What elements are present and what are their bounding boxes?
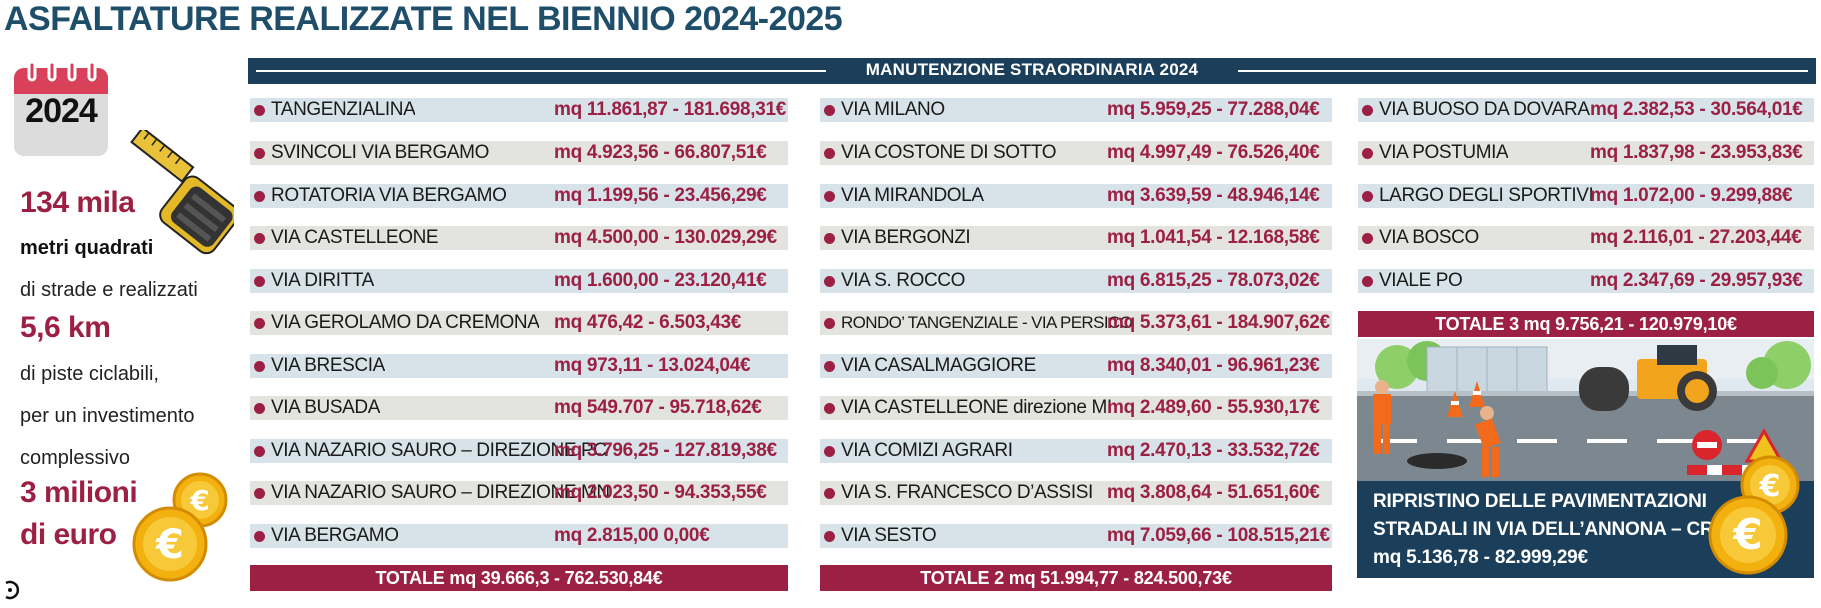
total-row-1: TOTALE mq 39.666,3 - 762.530,84€ [250, 565, 788, 591]
list-item: VIA CASTELLEONE direzione MI mq 2.489,60 … [820, 396, 1332, 420]
list-item: LARGO DEGLI SPORTIVI mq 1.072,00 - 9.299,… [1358, 184, 1814, 208]
list-item: SVINCOLI VIA BERGAMO mq 4.923,56 - 66.807… [250, 141, 788, 165]
list-item: VIALE PO mq 2.347,69 - 29.957,93€ [1358, 269, 1814, 293]
list-item: VIA COMIZI AGRARI mq 2.470,13 - 33.532,72… [820, 439, 1332, 463]
ripristino-box: RIPRISTINO DELLE PAVIMENTAZIONI STRADALI… [1357, 455, 1814, 578]
list-item: VIA COSTONE DI SOTTO mq 4.997,49 - 76.526… [820, 141, 1332, 165]
coin-symbol-3: € [1759, 469, 1781, 504]
list-item: VIA BUOSO DA DOVARA mq 2.382,53 - 30.564,… [1358, 98, 1814, 122]
stat-km-value: 5,6 km [20, 311, 111, 344]
credit-logo-icon [2, 580, 20, 600]
list-item: VIA CASALMAGGIORE mq 8.340,01 - 96.961,23… [820, 354, 1332, 378]
stat-euro-unit: di euro [20, 518, 117, 551]
stat-text-investment: per un investimento [20, 405, 195, 427]
list-item: VIA DIRITTA mq 1.600,00 - 23.120,41€ [250, 269, 788, 293]
ripristino-line-2: STRADALI IN VIA DELL’ANNONA – CR [1373, 519, 1714, 540]
ripristino-line-1: RIPRISTINO DELLE PAVIMENTAZIONI [1373, 491, 1707, 512]
list-item: VIA GEROLAMO DA CREMONA mq 476,42 - 6.503… [250, 311, 788, 335]
coin-symbol-2: € [155, 522, 184, 568]
coin-symbol-4: € [1732, 510, 1762, 559]
list-item: VIA NAZARIO SAURO – DIREZIONE MN mq 2.023… [250, 481, 788, 505]
stat-text-streets: di strade e realizzati [20, 279, 198, 301]
list-item: VIA SESTO mq 7.059,66 - 108.515,21€ [820, 524, 1332, 548]
list-item: VIA POSTUMIA mq 1.837,98 - 23.953,83€ [1358, 141, 1814, 165]
coin-symbol-1: € [189, 484, 209, 517]
euro-coins-icon: € € [130, 472, 230, 582]
list-item: VIA MILANO mq 5.959,25 - 77.288,04€ [820, 98, 1332, 122]
list-item: VIA BOSCO mq 2.116,01 - 27.203,44€ [1358, 226, 1814, 250]
list-item: VIA BRESCIA mq 973,11 - 13.024,04€ [250, 354, 788, 378]
calendar-icon: 2024 [12, 60, 110, 158]
list-item: VIA CASTELLEONE mq 4.500,00 - 130.029,29€ [250, 226, 788, 250]
stat-text-total: complessivo [20, 447, 131, 469]
list-item: TANGENZIALINA mq 11.861,87 - 181.698,31€ [250, 98, 788, 122]
total-row-2: TOTALE 2 mq 51.994,77 - 824.500,73€ [820, 565, 1332, 591]
tape-measure-icon [118, 126, 240, 255]
list-item: VIA MIRANDOLA mq 3.639,59 - 48.946,14€ [820, 184, 1332, 208]
stat-area-unit: metri quadrati [20, 237, 154, 259]
stat-euro-value: 3 milioni [20, 476, 138, 509]
list-item: VIA NAZARIO SAURO – DIREZIONE PC mq 3.796… [250, 439, 788, 463]
list-item: VIA BUSADA mq 549.707 - 95.718,62€ [250, 396, 788, 420]
section-header-title: MANUTENZIONE STRAORDINARIA 2024 [865, 60, 1199, 79]
page-title: ASFALTATURE REALIZZATE NEL BIENNIO 2024-… [4, 0, 843, 38]
euro-coins-icon-right: € € [1700, 451, 1810, 576]
roadworks-illustration [1357, 339, 1814, 481]
ripristino-value: mq 5.136,78 - 82.999,29€ [1373, 547, 1588, 568]
stat-text-bike-paths: di piste ciclabili, [20, 363, 159, 385]
list-item: ROTATORIA VIA BERGAMO mq 1.199,56 - 23.45… [250, 184, 788, 208]
calendar-year: 2024 [25, 92, 98, 130]
total-row-3: TOTALE 3 mq 9.756,21 - 120.979,10€ [1358, 311, 1814, 337]
list-item: VIA BERGONZI mq 1.041,54 - 12.168,58€ [820, 226, 1332, 250]
list-item: VIA S. ROCCO mq 6.815,25 - 78.073,02€ [820, 269, 1332, 293]
list-item: VIA S. FRANCESCO D’ASSISI mq 3.808,64 - 5… [820, 481, 1332, 505]
list-item: VIA BERGAMO mq 2.815,00 0,00€ [250, 524, 788, 548]
list-item: RONDO’ TANGENZIALE - VIA PERSICO mq 5.373… [820, 311, 1332, 335]
stat-area-value: 134 mila [20, 186, 135, 219]
section-header: MANUTENZIONE STRAORDINARIA 2024 [248, 58, 1816, 84]
